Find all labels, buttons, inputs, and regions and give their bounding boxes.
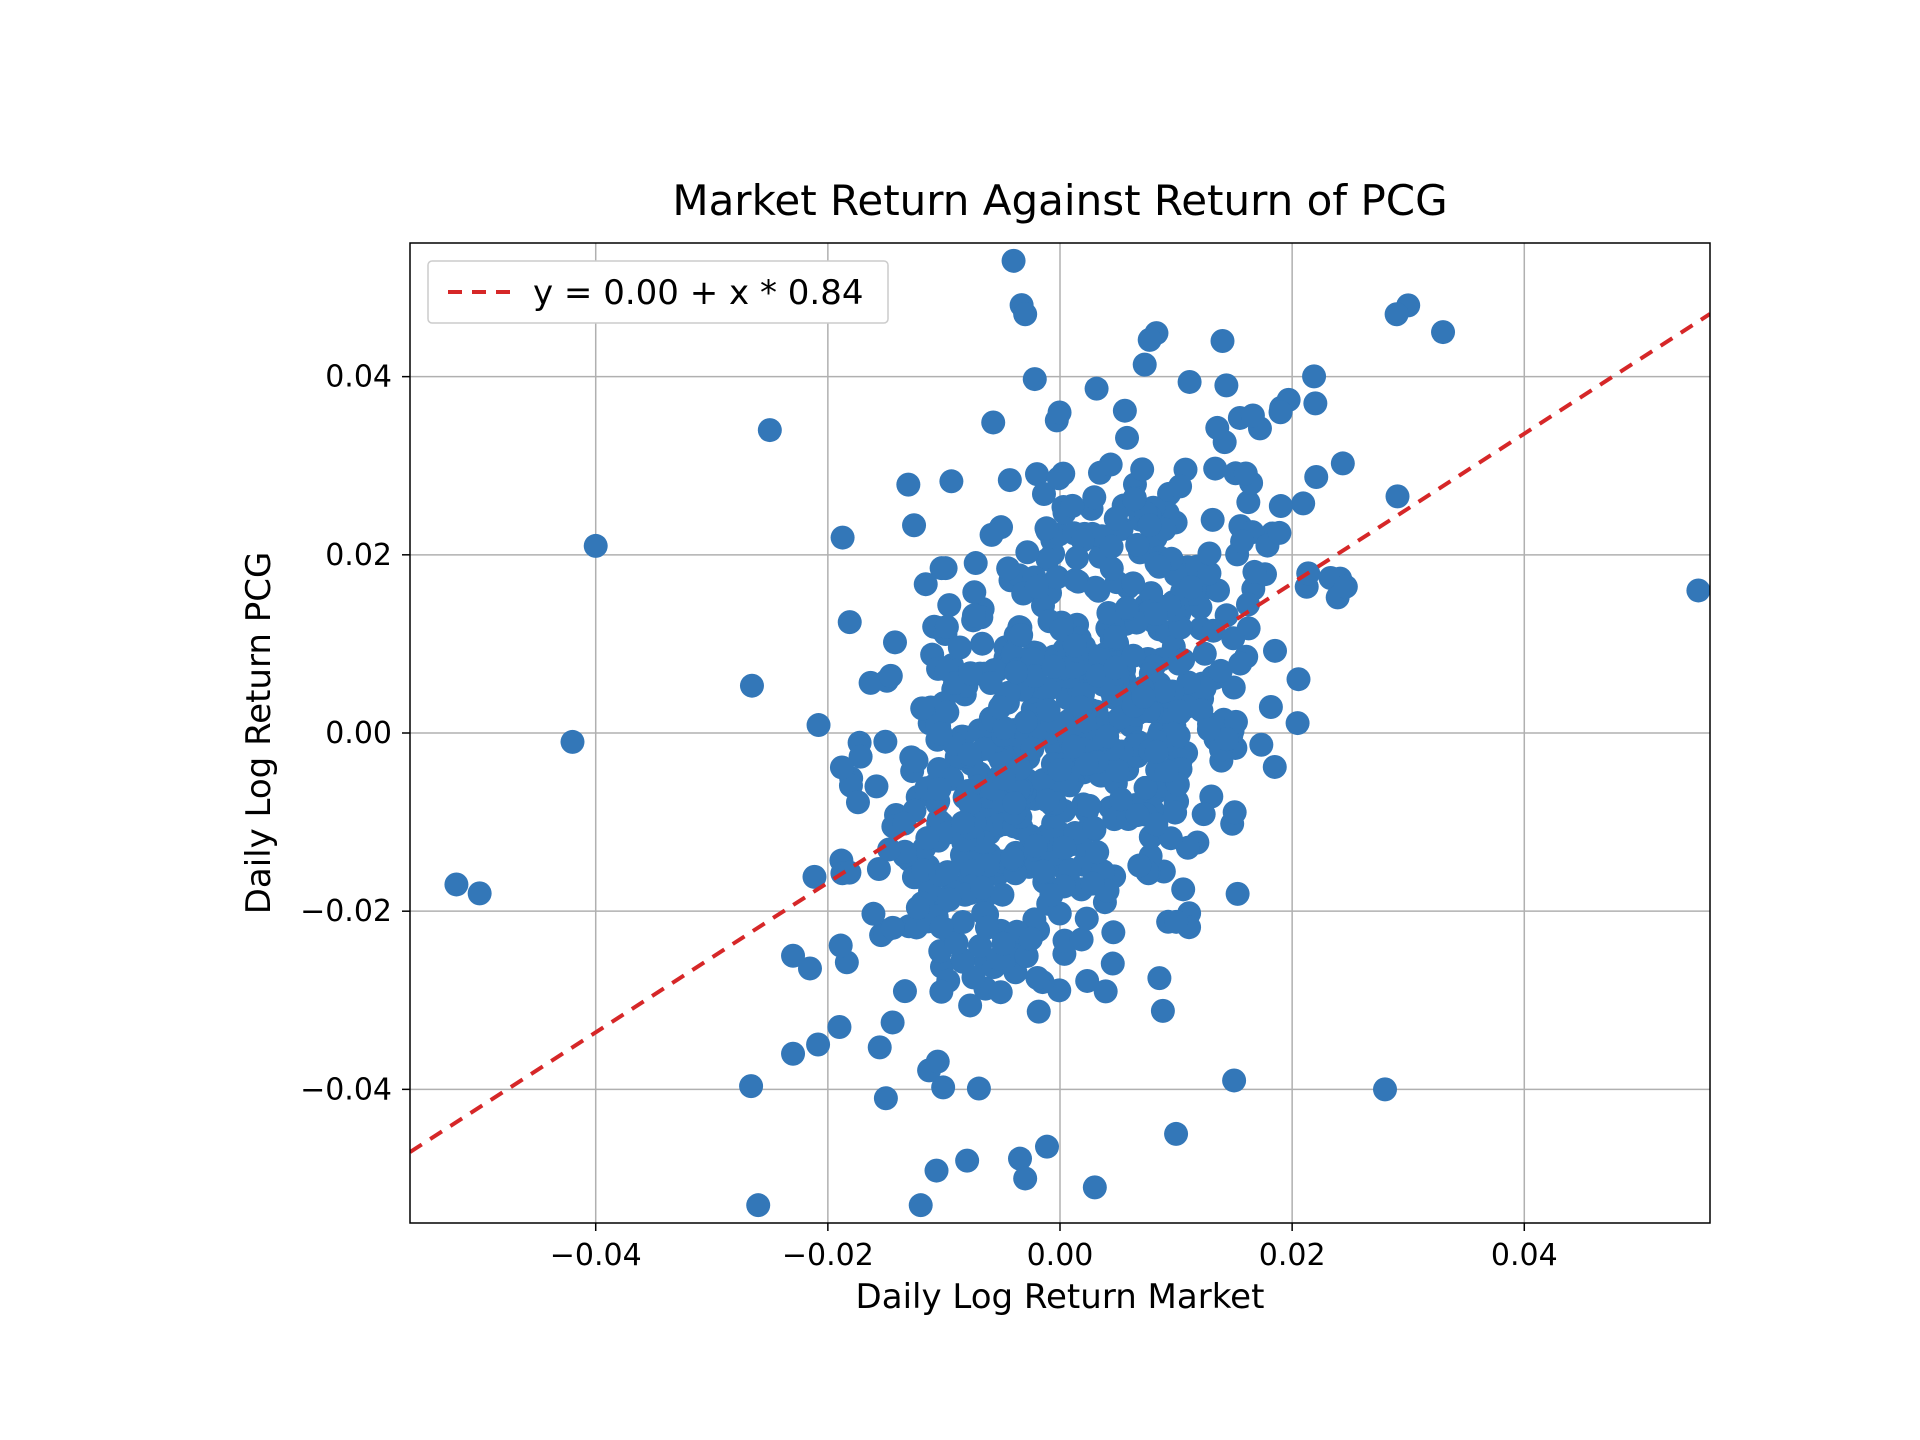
- scatter-chart-svg: −0.04 −0.02 0.00 0.02 0.04 −0.04 −0.02 0.00 0.02…: [0, 0, 1920, 1440]
- chart-title: Market Return Against Return of PCG: [672, 176, 1447, 225]
- x-tick-label: 0.00: [1027, 1238, 1094, 1273]
- y-tick-label: 0.04: [325, 360, 392, 395]
- x-tick-label: −0.02: [782, 1238, 874, 1273]
- y-tick-label: 0.02: [325, 538, 392, 573]
- x-tick-label: −0.04: [550, 1238, 642, 1273]
- legend-label: y = 0.00 + x * 0.84: [533, 273, 863, 313]
- x-axis-label: Daily Log Return Market: [856, 1277, 1265, 1317]
- y-tick-label: 0.00: [325, 716, 392, 751]
- x-tick-label: 0.02: [1259, 1238, 1326, 1273]
- y-tick-label: −0.04: [300, 1072, 392, 1107]
- x-tick-label: 0.04: [1491, 1238, 1558, 1273]
- chart-container: −0.04 −0.02 0.00 0.02 0.04 −0.04 −0.02 0.00 0.02…: [0, 0, 1920, 1440]
- y-axis-label: Daily Log Return PCG: [239, 552, 279, 915]
- y-tick-label: −0.02: [300, 894, 392, 929]
